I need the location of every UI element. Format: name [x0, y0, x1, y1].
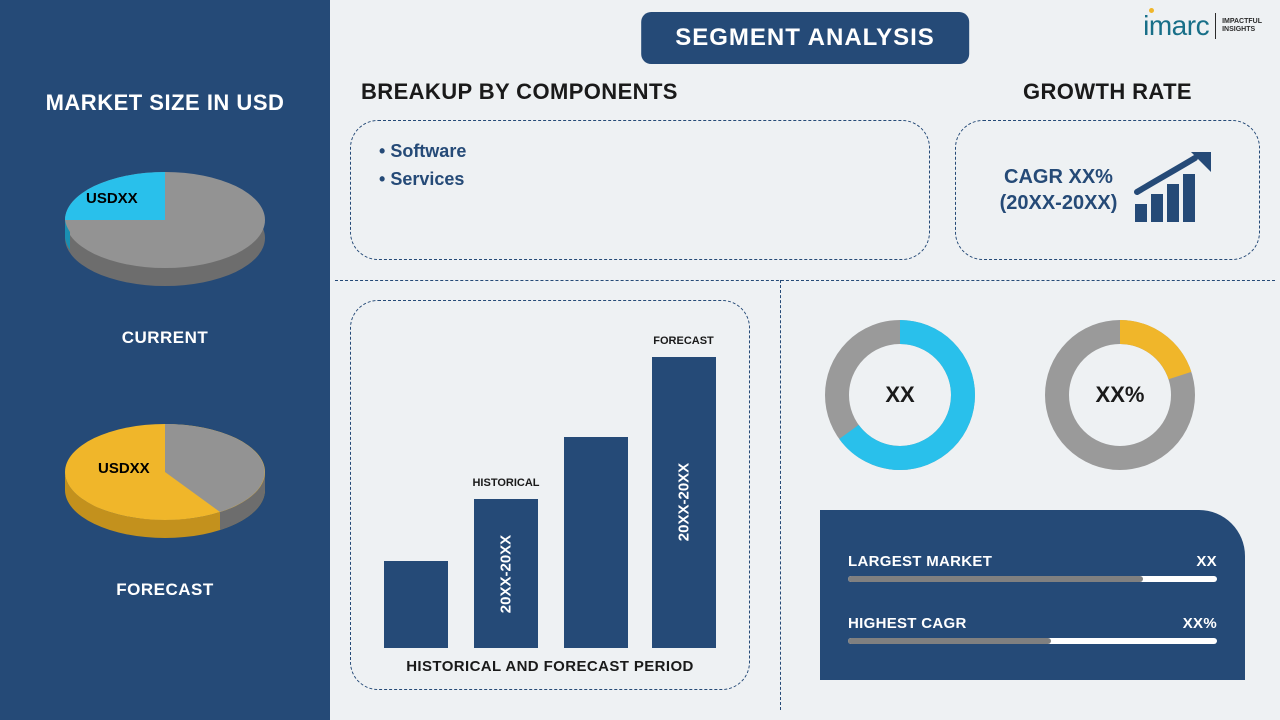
- bar-column: FORECAST 20XX-20XX: [652, 335, 716, 648]
- donut-row: XX XX%: [825, 320, 1195, 470]
- bar-chart-caption: HISTORICAL AND FORECAST PERIOD: [406, 658, 694, 675]
- bar-column: HISTORICAL 20XX-20XX: [472, 477, 539, 648]
- bar-inner-label: 20XX-20XX: [675, 463, 692, 541]
- metric-fill: [848, 638, 1051, 644]
- growth-arrow-icon: [1129, 152, 1215, 228]
- metrics-card: LARGEST MARKET XX HIGHEST CAGR XX%: [820, 510, 1245, 680]
- bar-top-label: FORECAST: [653, 335, 714, 347]
- bar-column: [384, 551, 448, 648]
- growth-header: GROWTH RATE: [1023, 79, 1192, 105]
- bar-chart-box: HISTORICAL 20XX-20XX FORECAST 20XX-20XX HIS…: [350, 300, 750, 690]
- page-title: SEGMENT ANALYSIS: [641, 12, 969, 64]
- donut-center-label: XX%: [1045, 320, 1195, 470]
- logo-tagline-2: INSIGHTS: [1222, 26, 1255, 33]
- main-panel: SEGMENT ANALYSIS imarc IMPACTFUL INSIGHT…: [330, 0, 1280, 720]
- sidebar-title: MARKET SIZE IN USD: [46, 90, 285, 116]
- bar-top-label: HISTORICAL: [472, 477, 539, 489]
- bar: 20XX-20XX: [652, 357, 716, 648]
- pie-current-caption: CURRENT: [122, 328, 209, 348]
- growth-box: GROWTH RATE CAGR XX% (20XX-20XX): [955, 120, 1260, 260]
- bar: 20XX-20XX: [474, 499, 538, 648]
- bar: [384, 561, 448, 648]
- pie-forecast: [50, 398, 280, 558]
- logo-divider: [1215, 13, 1216, 39]
- breakup-box: BREAKUP BY COMPONENTS Software Services: [350, 120, 930, 260]
- breakup-item: Services: [379, 165, 901, 193]
- growth-text: CAGR XX% (20XX-20XX): [1000, 164, 1118, 216]
- breakup-item: Software: [379, 137, 901, 165]
- logo-tagline: IMPACTFUL INSIGHTS: [1222, 18, 1262, 34]
- metric-value: XX: [1196, 553, 1217, 570]
- pie-forecast-value: USDXX: [98, 460, 150, 477]
- metric-label: HIGHEST CAGR: [848, 615, 967, 632]
- metric-value: XX%: [1183, 615, 1217, 632]
- bar: [564, 437, 628, 648]
- logo-tagline-1: IMPACTFUL: [1222, 18, 1262, 25]
- logo-brand: imarc: [1143, 10, 1209, 41]
- growth-line1: CAGR XX%: [1004, 166, 1113, 188]
- metric-row: LARGEST MARKET XX: [848, 553, 1217, 582]
- pie-current-wrap: USDXX CURRENT: [50, 146, 280, 348]
- donut-center-label: XX: [825, 320, 975, 470]
- donut-chart: XX%: [1045, 320, 1195, 470]
- pie-current: [50, 146, 280, 306]
- sidebar-panel: MARKET SIZE IN USD USDXX CURRENT USDXX: [0, 0, 330, 720]
- pie-forecast-caption: FORECAST: [116, 580, 214, 600]
- metric-row: HIGHEST CAGR XX%: [848, 615, 1217, 644]
- breakup-list: Software Services: [379, 137, 901, 193]
- donut-chart: XX: [825, 320, 975, 470]
- growth-line2: (20XX-20XX): [1000, 192, 1118, 214]
- pie-forecast-wrap: USDXX FORECAST: [50, 398, 280, 600]
- logo: imarc IMPACTFUL INSIGHTS: [1143, 10, 1262, 42]
- metric-track: [848, 576, 1217, 582]
- metric-label: LARGEST MARKET: [848, 553, 992, 570]
- vertical-divider: [780, 280, 781, 710]
- bar-column: [564, 427, 628, 648]
- pie-current-value: USDXX: [86, 190, 138, 207]
- horizontal-divider: [335, 280, 1275, 281]
- bar-row: HISTORICAL 20XX-20XX FORECAST 20XX-20XX: [384, 338, 715, 648]
- bar-inner-label: 20XX-20XX: [498, 534, 515, 612]
- metric-fill: [848, 576, 1143, 582]
- metric-track: [848, 638, 1217, 644]
- breakup-header: BREAKUP BY COMPONENTS: [361, 79, 678, 105]
